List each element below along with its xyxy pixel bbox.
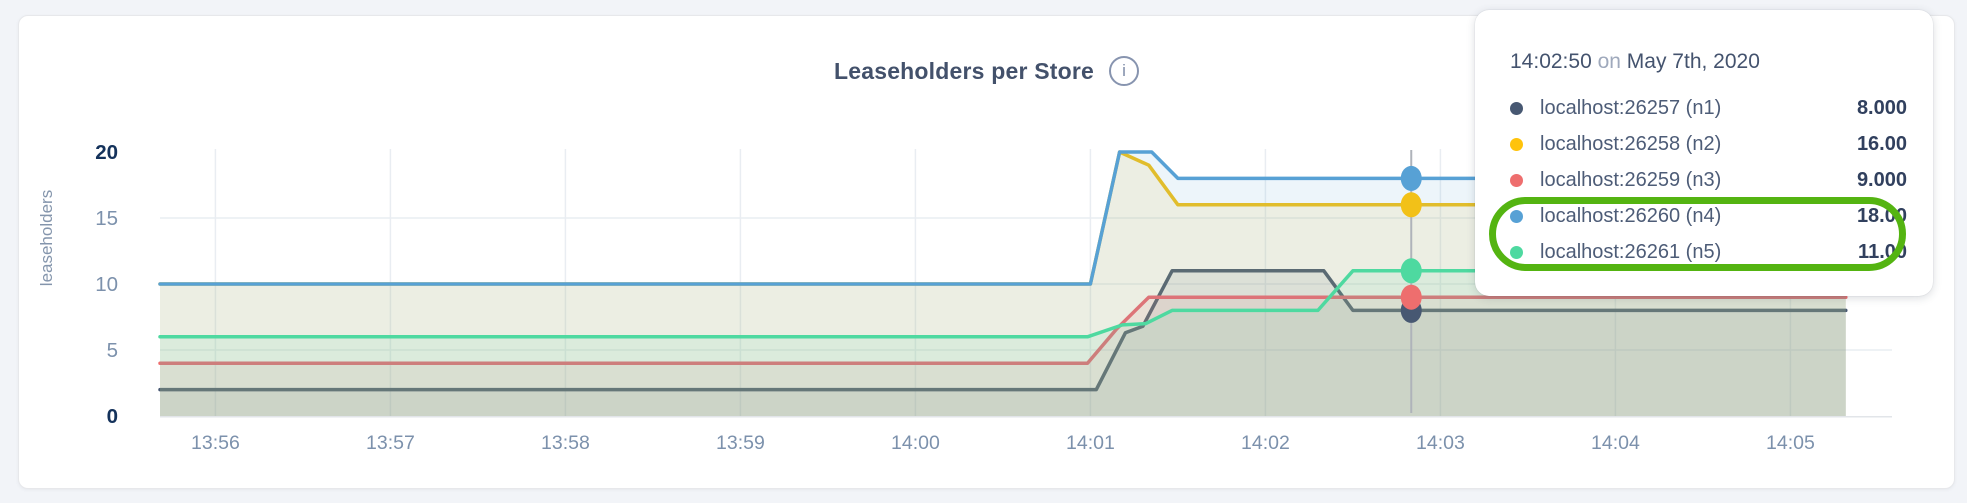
- tooltip-time: 14:02:50: [1510, 50, 1592, 73]
- series-label: localhost:26257 (n1): [1540, 96, 1722, 119]
- chart-title: Leaseholders per Store: [833, 57, 1095, 84]
- info-circle-icon[interactable]: i: [1109, 56, 1140, 86]
- tooltip-series-row: localhost:26257 (n1) 8.000: [1510, 90, 1907, 126]
- hover-tooltip: 14:02:50 on May 7th, 2020 localhost:2625…: [1475, 10, 1933, 296]
- series-color-dot-icon: [1510, 101, 1523, 115]
- series-value: 16.00: [1856, 132, 1907, 155]
- series-label: localhost:26260 (n4): [1540, 204, 1722, 227]
- series-label: localhost:26261 (n5): [1540, 240, 1722, 263]
- tooltip-date: May 7th, 2020: [1626, 50, 1760, 73]
- series-label: localhost:26258 (n2): [1540, 132, 1722, 155]
- tooltip-series-row: localhost:26258 (n2) 16.00: [1510, 126, 1907, 162]
- series-label: localhost:26259 (n3): [1540, 168, 1722, 191]
- tooltip-timestamp: 14:02:50 on May 7th, 2020: [1510, 50, 1760, 74]
- tooltip-series-row: localhost:26259 (n3) 9.000: [1510, 162, 1907, 198]
- series-value: 9.000: [1856, 168, 1907, 191]
- tooltip-conjunction: on: [1597, 50, 1621, 73]
- tooltip-series-list: localhost:26257 (n1) 8.000 localhost:26258…: [1510, 90, 1907, 270]
- highlight-annotation: [1489, 197, 1906, 271]
- series-color-dot-icon: [1510, 173, 1523, 187]
- series-color-dot-icon: [1510, 137, 1523, 151]
- series-value: 8.000: [1856, 96, 1907, 119]
- chart-header: Leaseholders per Store i: [19, 56, 1954, 86]
